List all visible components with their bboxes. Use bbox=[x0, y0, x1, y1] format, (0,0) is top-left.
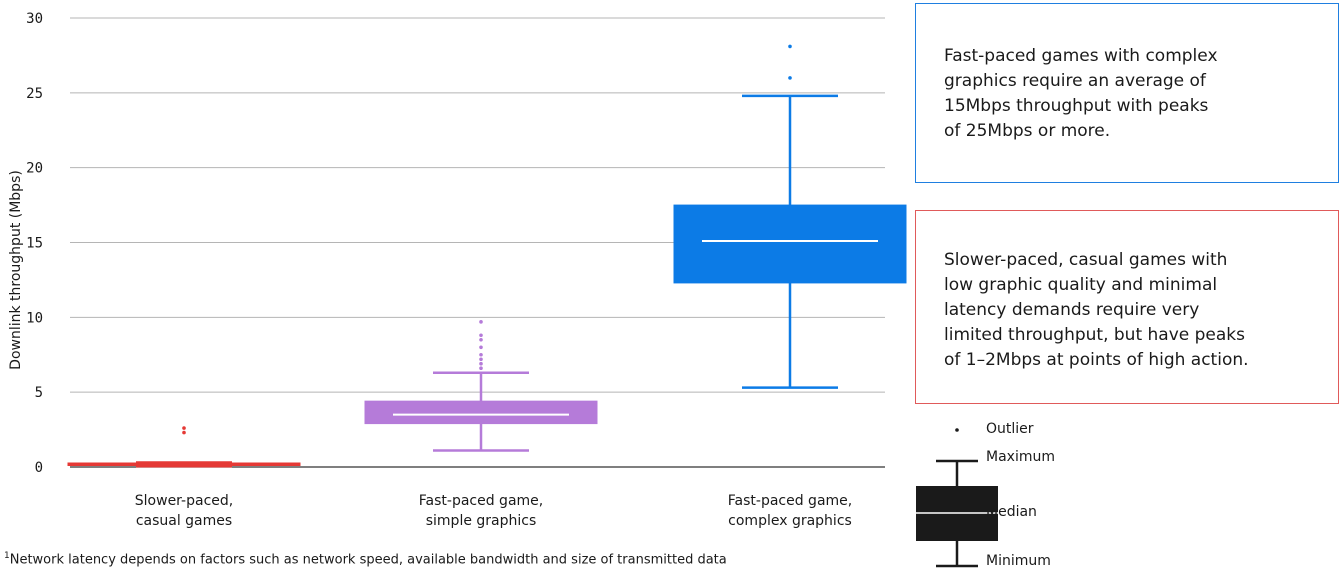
callout-line: limited throughput, but have peaks bbox=[944, 325, 1246, 345]
callout-line: latency demands require very bbox=[944, 300, 1200, 320]
outlier-point bbox=[788, 76, 792, 80]
callout-line: graphics require an average of bbox=[944, 71, 1206, 91]
box-group bbox=[364, 320, 598, 452]
y-tick-label: 10 bbox=[26, 310, 43, 326]
callout-line: of 25Mbps or more. bbox=[944, 121, 1111, 141]
y-axis-label: Downlink throughput (Mbps) bbox=[8, 170, 24, 370]
legend-outlier-label: Outlier bbox=[986, 421, 1034, 437]
category-label: Fast-paced game, bbox=[728, 493, 852, 509]
iqr-box bbox=[673, 204, 907, 284]
iqr-box bbox=[67, 462, 301, 467]
legend-outlier-dot bbox=[955, 428, 959, 432]
y-tick-label: 30 bbox=[26, 11, 43, 27]
y-tick-label: 0 bbox=[35, 460, 43, 476]
category-label: Fast-paced game, bbox=[419, 493, 543, 509]
footnote-marker: 1 bbox=[4, 551, 10, 561]
y-tick-label: 15 bbox=[26, 236, 43, 252]
legend-box-glyph bbox=[916, 428, 998, 568]
outlier-point bbox=[479, 320, 483, 324]
legend-maximum-label: Maximum bbox=[986, 449, 1055, 465]
box-group bbox=[67, 426, 301, 468]
callout-line: 15Mbps throughput with peaks bbox=[944, 96, 1209, 116]
legend-median-label: Median bbox=[986, 504, 1037, 520]
category-label: complex graphics bbox=[728, 513, 852, 529]
outlier-point bbox=[182, 430, 186, 435]
outlier-point bbox=[479, 345, 483, 350]
category-label: Slower-paced, bbox=[135, 493, 233, 509]
footnote-text: Network latency depends on factors such … bbox=[9, 552, 727, 568]
callout-line: Slower-paced, casual games with bbox=[944, 250, 1228, 270]
category-label: simple graphics bbox=[426, 513, 537, 529]
category-label: casual games bbox=[136, 513, 232, 529]
gridlines bbox=[70, 17, 885, 468]
callout-line: Fast-paced games with complex bbox=[944, 46, 1218, 66]
callout-line: low graphic quality and minimal bbox=[944, 275, 1218, 295]
outlier-point bbox=[479, 352, 483, 357]
outlier-point bbox=[479, 333, 483, 338]
outlier-point bbox=[788, 44, 792, 49]
callout-complex-graphics: Fast-paced games with complex graphics r… bbox=[915, 3, 1339, 183]
outlier-point bbox=[479, 337, 483, 342]
x-axis-categories: Slower-paced, casual games Fast-paced game… bbox=[135, 493, 852, 529]
y-axis-ticks: 0 5 10 15 20 25 30 bbox=[26, 11, 43, 476]
outlier-point bbox=[479, 357, 483, 362]
box-series bbox=[67, 44, 907, 468]
y-tick-label: 5 bbox=[35, 385, 43, 401]
y-tick-label: 20 bbox=[26, 161, 43, 177]
outlier-point bbox=[182, 426, 186, 430]
legend-minimum-label: Minimum bbox=[986, 553, 1051, 569]
box-group bbox=[673, 44, 907, 389]
outlier-point bbox=[479, 366, 483, 371]
y-tick-label: 25 bbox=[26, 86, 43, 102]
footnote: 1Network latency depends on factors such… bbox=[4, 551, 904, 567]
callout-line: of 1–2Mbps at points of high action. bbox=[944, 350, 1249, 370]
outlier-point bbox=[479, 361, 483, 366]
callout-casual-games: Slower-paced, casual games with low grap… bbox=[915, 210, 1339, 404]
iqr-box bbox=[364, 400, 598, 425]
